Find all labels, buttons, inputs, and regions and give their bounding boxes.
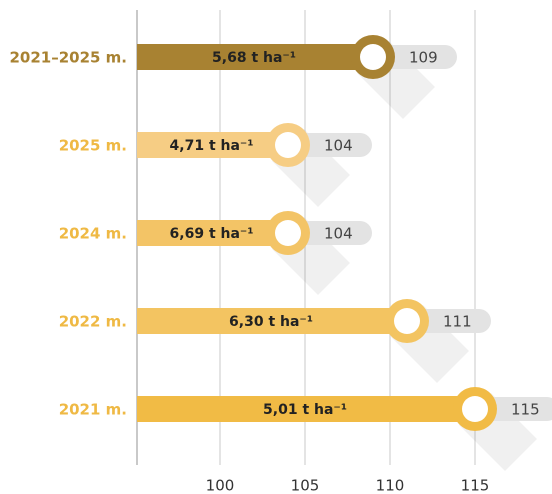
bar-annotation: 6,30 t ha⁻¹: [229, 314, 313, 330]
x-tick-label: 115: [461, 477, 490, 494]
bar-annotation: 6,69 t ha⁻¹: [170, 226, 254, 242]
bar-annotation: 5,01 t ha⁻¹: [263, 402, 347, 418]
category-label: 2021–2025 m.: [9, 49, 127, 67]
bar: [137, 220, 288, 246]
bar-end-hole: [360, 44, 386, 70]
bar-end-hole: [394, 308, 420, 334]
bar: [137, 132, 288, 158]
category-label: 2021 m.: [59, 401, 127, 419]
bar-annotation: 4,71 t ha⁻¹: [170, 138, 254, 154]
value-label: 115: [511, 401, 540, 419]
value-label: 109: [409, 49, 438, 67]
bar-annotation: 5,68 t ha⁻¹: [212, 50, 296, 66]
x-tick-label: 110: [376, 477, 405, 494]
bar-end-hole: [275, 220, 301, 246]
bar: [137, 44, 373, 70]
value-label: 111: [443, 313, 472, 331]
bar-end-hole: [275, 132, 301, 158]
bar: [137, 308, 407, 334]
category-label: 2024 m.: [59, 225, 127, 243]
x-tick-label: 105: [291, 477, 320, 494]
bar: [137, 396, 475, 422]
x-tick-label: 100: [206, 477, 235, 494]
value-label: 104: [324, 137, 353, 155]
category-label: 2025 m.: [59, 137, 127, 155]
category-label: 2022 m.: [59, 313, 127, 331]
bar-end-hole: [462, 396, 488, 422]
value-label: 104: [324, 225, 353, 243]
